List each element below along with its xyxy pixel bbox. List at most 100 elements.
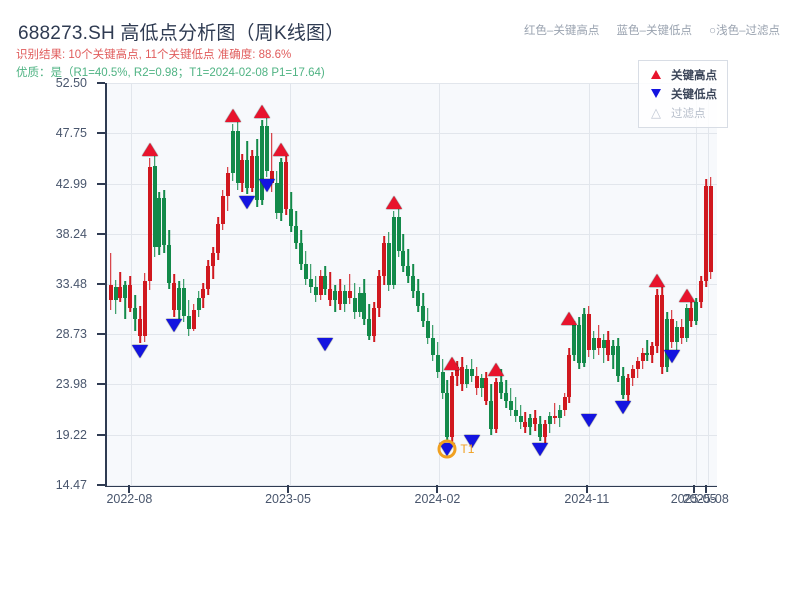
key-high-marker[interactable]: [649, 274, 666, 288]
key-low-marker[interactable]: [317, 337, 334, 351]
key-high-marker[interactable]: [253, 104, 270, 118]
candlestick-body: [567, 354, 572, 397]
candlestick: [552, 403, 557, 425]
candlestick-body: [455, 367, 460, 376]
candlestick: [542, 420, 547, 444]
candlestick: [630, 365, 635, 387]
top-legend-item-filtered: ○浅色–过滤点: [709, 25, 780, 37]
candlestick: [430, 325, 435, 361]
candlestick: [547, 411, 552, 433]
y-axis-tick-mark: [97, 433, 105, 436]
t1-highlight-ring[interactable]: [437, 439, 457, 459]
candlestick-body: [479, 377, 484, 389]
key-low-marker[interactable]: [239, 195, 256, 209]
candlestick-wick: [348, 274, 351, 304]
candlestick: [308, 263, 313, 294]
candlestick: [669, 310, 674, 349]
candlestick: [596, 325, 601, 355]
candlestick-body: [289, 208, 294, 226]
candlestick-body: [206, 265, 211, 290]
key-high-marker[interactable]: [273, 143, 290, 157]
candlestick-body: [674, 327, 679, 342]
candlestick-body: [464, 369, 469, 385]
candlestick: [133, 295, 138, 332]
key-high-marker[interactable]: [488, 362, 505, 376]
candlestick: [240, 153, 245, 192]
y-axis-tick-mark: [97, 283, 105, 286]
gridline-horizontal: [107, 133, 717, 135]
candlestick: [108, 253, 113, 311]
candlestick-body: [191, 310, 196, 330]
triangle-up-outline-icon: △: [651, 105, 661, 120]
key-high-marker[interactable]: [678, 288, 695, 302]
candlestick: [655, 289, 660, 353]
candlestick-body: [601, 339, 606, 349]
candlestick: [606, 331, 611, 361]
candlestick: [152, 155, 157, 258]
candlestick-body: [201, 289, 206, 298]
candlestick: [469, 358, 474, 383]
x-axis-tick-mark: [287, 485, 289, 493]
candlestick-body: [235, 130, 240, 184]
gridline-vertical: [707, 83, 709, 485]
candlestick: [157, 191, 162, 256]
candlestick: [704, 179, 709, 287]
gridline-horizontal: [107, 233, 717, 235]
candlestick: [518, 405, 523, 429]
key-low-marker[interactable]: [532, 443, 549, 457]
y-axis-tick-label: 14.47: [55, 478, 87, 492]
candlestick: [201, 282, 206, 309]
candlestick: [362, 278, 367, 326]
candlestick-body: [411, 276, 416, 292]
candlestick: [367, 303, 372, 340]
candlestick-body: [264, 126, 269, 171]
key-high-marker[interactable]: [385, 195, 402, 209]
key-high-marker[interactable]: [444, 356, 461, 370]
candlestick-body: [362, 293, 367, 319]
key-low-marker[interactable]: [166, 318, 183, 332]
candlestick: [538, 415, 543, 442]
candlestick: [328, 272, 333, 307]
key-low-marker[interactable]: [131, 345, 148, 359]
candlestick-body: [552, 415, 557, 419]
candlestick: [484, 371, 489, 406]
candlestick: [450, 371, 455, 444]
candlestick-body: [503, 392, 508, 402]
key-low-marker[interactable]: [580, 413, 597, 427]
candlestick-body: [279, 162, 284, 213]
candlestick-body: [391, 217, 396, 285]
candlestick-body: [664, 318, 669, 368]
candlestick-body: [606, 339, 611, 355]
candlestick-wick: [612, 339, 615, 370]
key-high-marker[interactable]: [224, 109, 241, 123]
candlestick: [235, 122, 240, 190]
legend-label-filtered: 过滤点: [671, 107, 706, 120]
gridline-horizontal: [107, 384, 717, 386]
candlestick-body: [489, 401, 494, 429]
key-low-marker[interactable]: [463, 434, 480, 448]
candlestick: [420, 293, 425, 328]
key-high-marker[interactable]: [141, 143, 158, 157]
candlestick-body: [518, 415, 523, 423]
candlestick: [411, 263, 416, 298]
candlestick-body: [582, 314, 587, 364]
chart-legend: 关键高点 关键低点 △ 过滤点: [638, 60, 728, 128]
candlestick: [338, 278, 343, 311]
x-axis-tick-mark: [128, 485, 131, 493]
candlestick: [118, 272, 123, 302]
candlestick-body: [684, 308, 689, 338]
candlestick-body: [406, 265, 411, 277]
key-low-marker[interactable]: [258, 179, 275, 193]
gridline-horizontal: [107, 434, 717, 436]
t1-label: T1: [460, 442, 475, 457]
candlestick-body: [240, 160, 245, 184]
candlestick-body: [499, 382, 504, 393]
key-high-marker[interactable]: [561, 312, 578, 326]
candlestick-body: [328, 289, 333, 300]
candlestick: [347, 274, 352, 304]
candlestick-body: [542, 424, 547, 438]
key-low-marker[interactable]: [615, 401, 632, 415]
y-axis-tick-label: 52.50: [55, 76, 87, 90]
candlestick-body: [225, 172, 230, 197]
key-low-marker[interactable]: [663, 350, 680, 364]
